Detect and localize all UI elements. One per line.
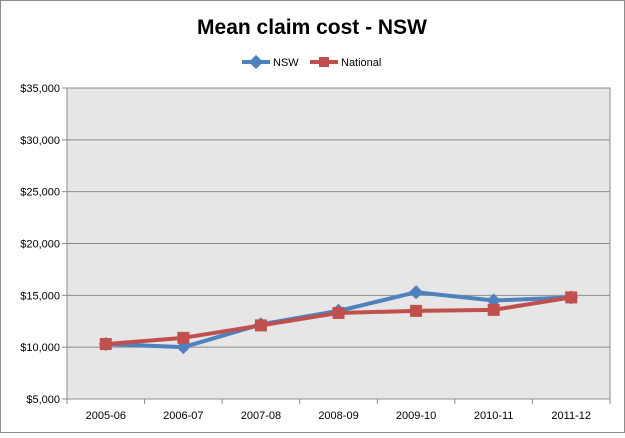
- x-tick-label: 2006-07: [163, 410, 203, 422]
- data-point-national: [177, 331, 190, 344]
- legend-marker-national: [319, 57, 329, 67]
- x-tick-label: 2011-12: [551, 410, 591, 422]
- legend: NSW National: [242, 54, 381, 70]
- y-tick-label: $20,000: [20, 239, 60, 251]
- x-tick-label: 2005-06: [86, 410, 126, 422]
- chart-title: Mean claim cost - NSW: [197, 16, 427, 39]
- x-tick-label: 2008-09: [318, 410, 358, 422]
- y-tick-label: $30,000: [20, 135, 60, 147]
- axes: $5,000 $10,000 $15,000 $20,000 $25,000 $30,00…: [20, 83, 611, 422]
- y-tick-label: $25,000: [20, 187, 60, 199]
- data-point-national: [99, 338, 112, 351]
- data-point-national: [332, 306, 345, 319]
- data-point-national: [565, 291, 578, 304]
- x-tick-label: 2009-10: [396, 410, 436, 422]
- gridlines: [67, 87, 610, 400]
- x-tick-label: 2007-08: [241, 410, 281, 422]
- y-tick-label: $15,000: [20, 290, 60, 302]
- legend-label-nsw: NSW: [273, 57, 299, 69]
- legend-item-national: National: [310, 57, 381, 69]
- series-lines: [98, 285, 579, 355]
- y-tick-label: $35,000: [20, 83, 60, 95]
- y-tick-label: $5,000: [26, 394, 60, 406]
- data-point-national: [254, 319, 267, 332]
- data-point-national: [487, 303, 500, 316]
- x-tick-label: 2010-11: [474, 410, 514, 422]
- y-tick-label: $10,000: [20, 342, 60, 354]
- data-point-nsw: [409, 285, 424, 300]
- legend-label-national: National: [341, 57, 381, 69]
- series-national: [99, 291, 578, 351]
- data-point-national: [410, 304, 423, 317]
